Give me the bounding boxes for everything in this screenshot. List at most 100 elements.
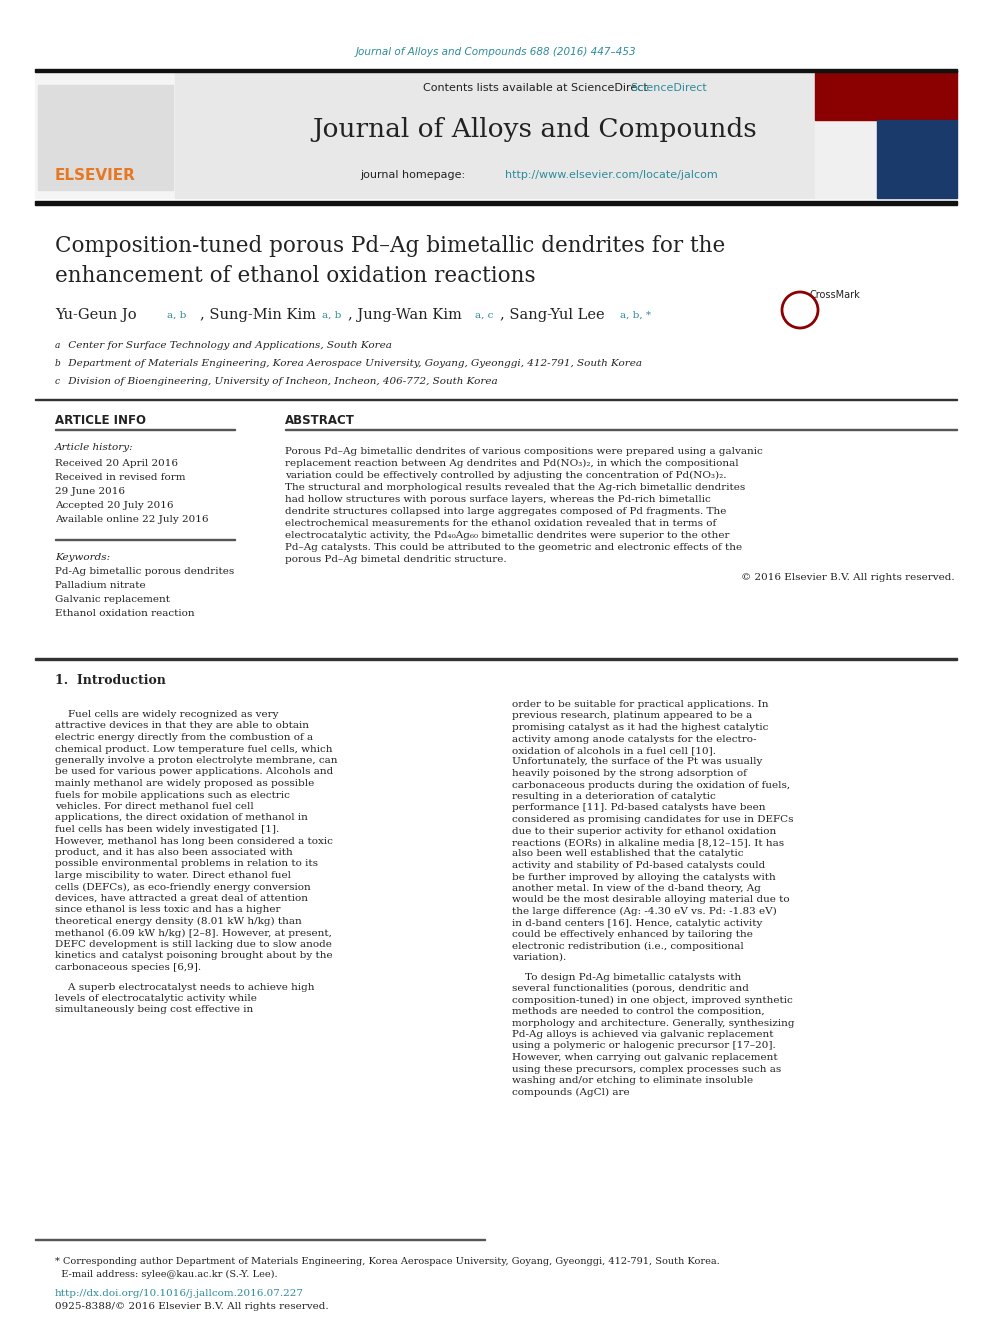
Text: ScienceDirect: ScienceDirect bbox=[630, 83, 706, 93]
Text: c: c bbox=[55, 377, 60, 385]
Text: reactions (EORs) in alkaline media [8,12–15]. It has: reactions (EORs) in alkaline media [8,12… bbox=[512, 837, 784, 847]
Text: , Jung-Wan Kim: , Jung-Wan Kim bbox=[348, 308, 462, 321]
Text: ABSTRACT: ABSTRACT bbox=[285, 414, 355, 426]
Text: E-mail address: sylee@kau.ac.kr (S.-Y. Lee).: E-mail address: sylee@kau.ac.kr (S.-Y. L… bbox=[55, 1270, 278, 1279]
Text: Pd-Ag bimetallic porous dendrites: Pd-Ag bimetallic porous dendrites bbox=[55, 568, 234, 577]
Text: order to be suitable for practical applications. In: order to be suitable for practical appli… bbox=[512, 700, 769, 709]
Text: activity and stability of Pd-based catalysts could: activity and stability of Pd-based catal… bbox=[512, 861, 765, 871]
Text: replacement reaction between Ag dendrites and Pd(NO₃)₂, in which the composition: replacement reaction between Ag dendrite… bbox=[285, 459, 739, 468]
Text: mainly methanol are widely proposed as possible: mainly methanol are widely proposed as p… bbox=[55, 779, 314, 789]
Text: a: a bbox=[55, 340, 61, 349]
Text: levels of electrocatalytic activity while: levels of electrocatalytic activity whil… bbox=[55, 994, 257, 1003]
Text: performance [11]. Pd-based catalysts have been: performance [11]. Pd-based catalysts hav… bbox=[512, 803, 766, 812]
Bar bbox=[38, 85, 173, 191]
Text: attractive devices in that they are able to obtain: attractive devices in that they are able… bbox=[55, 721, 309, 730]
Text: due to their superior activity for ethanol oxidation: due to their superior activity for ethan… bbox=[512, 827, 777, 836]
Bar bbox=[35, 69, 957, 71]
Text: 1.  Introduction: 1. Introduction bbox=[55, 673, 166, 687]
Text: Received 20 April 2016: Received 20 April 2016 bbox=[55, 459, 178, 467]
Text: Received in revised form: Received in revised form bbox=[55, 472, 186, 482]
Text: However, when carrying out galvanic replacement: However, when carrying out galvanic repl… bbox=[512, 1053, 778, 1062]
Text: composition-tuned) in one object, improved synthetic: composition-tuned) in one object, improv… bbox=[512, 995, 793, 1004]
Text: To design Pd-Ag bimetallic catalysts with: To design Pd-Ag bimetallic catalysts wit… bbox=[512, 972, 741, 982]
Text: cells (DEFCs), as eco-friendly energy conversion: cells (DEFCs), as eco-friendly energy co… bbox=[55, 882, 310, 892]
Text: in d-band centers [16]. Hence, catalytic activity: in d-band centers [16]. Hence, catalytic… bbox=[512, 918, 763, 927]
Bar bbox=[35, 70, 175, 198]
Text: vehicles. For direct methanol fuel cell: vehicles. For direct methanol fuel cell bbox=[55, 802, 254, 811]
Text: electrocatalytic activity, the Pd₄₀Ag₆₀ bimetallic dendrites were superior to th: electrocatalytic activity, the Pd₄₀Ag₆₀ … bbox=[285, 531, 729, 540]
Text: generally involve a proton electrolyte membrane, can: generally involve a proton electrolyte m… bbox=[55, 755, 337, 765]
Text: © 2016 Elsevier B.V. All rights reserved.: © 2016 Elsevier B.V. All rights reserved… bbox=[741, 573, 955, 582]
Text: carbonaceous products during the oxidation of fuels,: carbonaceous products during the oxidati… bbox=[512, 781, 790, 790]
Text: methods are needed to control the composition,: methods are needed to control the compos… bbox=[512, 1007, 765, 1016]
Text: using these precursors, complex processes such as: using these precursors, complex processe… bbox=[512, 1065, 782, 1073]
Text: 0925-8388/© 2016 Elsevier B.V. All rights reserved.: 0925-8388/© 2016 Elsevier B.V. All right… bbox=[55, 1302, 328, 1311]
Text: 29 June 2016: 29 June 2016 bbox=[55, 487, 125, 496]
Text: Palladium nitrate: Palladium nitrate bbox=[55, 582, 146, 590]
Text: since ethanol is less toxic and has a higher: since ethanol is less toxic and has a hi… bbox=[55, 905, 281, 914]
Text: Journal of Alloys and Compounds: Journal of Alloys and Compounds bbox=[312, 118, 757, 143]
Text: Center for Surface Technology and Applications, South Korea: Center for Surface Technology and Applic… bbox=[65, 340, 392, 349]
Bar bbox=[35, 658, 957, 660]
Text: CrossMark: CrossMark bbox=[810, 290, 861, 300]
Text: dendrite structures collapsed into large aggregates composed of Pd fragments. Th: dendrite structures collapsed into large… bbox=[285, 507, 726, 516]
Text: Fuel cells are widely recognized as very: Fuel cells are widely recognized as very bbox=[55, 710, 279, 718]
Text: http://www.elsevier.com/locate/jalcom: http://www.elsevier.com/locate/jalcom bbox=[505, 169, 718, 180]
Text: Composition-tuned porous Pd–Ag bimetallic dendrites for the: Composition-tuned porous Pd–Ag bimetalli… bbox=[55, 235, 725, 257]
Text: activity among anode catalysts for the electro-: activity among anode catalysts for the e… bbox=[512, 734, 757, 744]
Text: A superb electrocatalyst needs to achieve high: A superb electrocatalyst needs to achiev… bbox=[55, 983, 314, 991]
Text: b: b bbox=[55, 359, 61, 368]
Text: oxidation of alcohols in a fuel cell [10].: oxidation of alcohols in a fuel cell [10… bbox=[512, 746, 716, 755]
Text: DEFC development is still lacking due to slow anode: DEFC development is still lacking due to… bbox=[55, 941, 332, 949]
Text: another metal. In view of the d-band theory, Ag: another metal. In view of the d-band the… bbox=[512, 884, 761, 893]
Text: The structural and morphological results revealed that the Ag-rich bimetallic de: The structural and morphological results… bbox=[285, 483, 745, 492]
Bar bbox=[815, 70, 957, 198]
Text: variation).: variation). bbox=[512, 953, 566, 962]
Text: previous research, platinum appeared to be a: previous research, platinum appeared to … bbox=[512, 712, 752, 721]
Text: fuel cells has been widely investigated [1].: fuel cells has been widely investigated … bbox=[55, 826, 280, 833]
Text: , Sung-Min Kim: , Sung-Min Kim bbox=[200, 308, 316, 321]
Text: washing and/or etching to eliminate insoluble: washing and/or etching to eliminate inso… bbox=[512, 1076, 753, 1085]
Text: Porous Pd–Ag bimetallic dendrites of various compositions were prepared using a : Porous Pd–Ag bimetallic dendrites of var… bbox=[285, 447, 763, 456]
Text: a, b: a, b bbox=[167, 311, 186, 319]
Text: http://dx.doi.org/10.1016/j.jallcom.2016.07.227: http://dx.doi.org/10.1016/j.jallcom.2016… bbox=[55, 1289, 304, 1298]
Text: Department of Materials Engineering, Korea Aerospace University, Goyang, Gyeongg: Department of Materials Engineering, Kor… bbox=[65, 359, 642, 368]
Text: ELSEVIER: ELSEVIER bbox=[55, 168, 136, 183]
Text: Available online 22 July 2016: Available online 22 July 2016 bbox=[55, 515, 208, 524]
Text: Galvanic replacement: Galvanic replacement bbox=[55, 595, 170, 605]
Bar bbox=[877, 120, 957, 198]
Text: Unfortunately, the surface of the Pt was usually: Unfortunately, the surface of the Pt was… bbox=[512, 758, 763, 766]
Text: Accepted 20 July 2016: Accepted 20 July 2016 bbox=[55, 500, 174, 509]
Text: variation could be effectively controlled by adjusting the concentration of Pd(N: variation could be effectively controlle… bbox=[285, 471, 726, 480]
Text: Division of Bioengineering, University of Incheon, Incheon, 406-772, South Korea: Division of Bioengineering, University o… bbox=[65, 377, 498, 385]
Bar bbox=[175, 73, 895, 198]
Text: carbonaceous species [6,9].: carbonaceous species [6,9]. bbox=[55, 963, 201, 972]
Text: also been well established that the catalytic: also been well established that the cata… bbox=[512, 849, 743, 859]
Text: Pd–Ag catalysts. This could be attributed to the geometric and electronic effect: Pd–Ag catalysts. This could be attribute… bbox=[285, 542, 742, 552]
Text: heavily poisoned by the strong adsorption of: heavily poisoned by the strong adsorptio… bbox=[512, 769, 747, 778]
Text: morphology and architecture. Generally, synthesizing: morphology and architecture. Generally, … bbox=[512, 1019, 795, 1028]
Text: compounds (AgCl) are: compounds (AgCl) are bbox=[512, 1088, 630, 1097]
Text: several functionalities (porous, dendritic and: several functionalities (porous, dendrit… bbox=[512, 984, 749, 994]
Text: devices, have attracted a great deal of attention: devices, have attracted a great deal of … bbox=[55, 894, 308, 904]
Text: product, and it has also been associated with: product, and it has also been associated… bbox=[55, 848, 293, 857]
Text: , Sang-Yul Lee: , Sang-Yul Lee bbox=[500, 308, 605, 321]
Text: considered as promising candidates for use in DEFCs: considered as promising candidates for u… bbox=[512, 815, 794, 824]
Bar bbox=[35, 398, 957, 400]
Text: Ethanol oxidation reaction: Ethanol oxidation reaction bbox=[55, 610, 194, 618]
Text: Pd-Ag alloys is achieved via galvanic replacement: Pd-Ag alloys is achieved via galvanic re… bbox=[512, 1031, 774, 1039]
Text: kinetics and catalyst poisoning brought about by the: kinetics and catalyst poisoning brought … bbox=[55, 951, 332, 960]
Text: large miscibility to water. Direct ethanol fuel: large miscibility to water. Direct ethan… bbox=[55, 871, 291, 880]
Text: Contents lists available at ScienceDirect: Contents lists available at ScienceDirec… bbox=[423, 83, 648, 93]
Text: electronic redistribution (i.e., compositional: electronic redistribution (i.e., composi… bbox=[512, 942, 744, 951]
Text: electrochemical measurements for the ethanol oxidation revealed that in terms of: electrochemical measurements for the eth… bbox=[285, 519, 716, 528]
Text: applications, the direct oxidation of methanol in: applications, the direct oxidation of me… bbox=[55, 814, 308, 823]
Text: chemical product. Low temperature fuel cells, which: chemical product. Low temperature fuel c… bbox=[55, 745, 332, 754]
Text: be further improved by alloying the catalysts with: be further improved by alloying the cata… bbox=[512, 872, 776, 881]
Bar bbox=[815, 70, 957, 120]
Text: would be the most desirable alloying material due to: would be the most desirable alloying mat… bbox=[512, 896, 790, 905]
Text: Yu-Geun Jo: Yu-Geun Jo bbox=[55, 308, 137, 321]
Text: fuels for mobile applications such as electric: fuels for mobile applications such as el… bbox=[55, 791, 290, 799]
Text: simultaneously being cost effective in: simultaneously being cost effective in bbox=[55, 1005, 253, 1015]
Text: ARTICLE INFO: ARTICLE INFO bbox=[55, 414, 146, 426]
